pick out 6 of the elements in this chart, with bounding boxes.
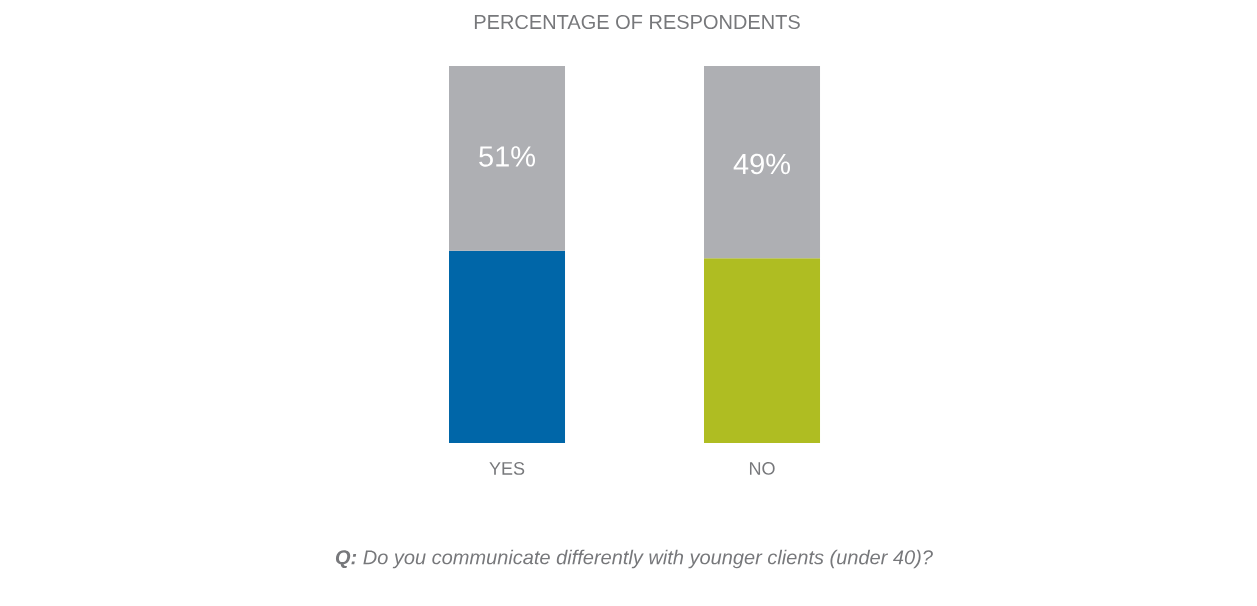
x-tick-label: YES [489, 462, 525, 475]
data-label: 49% [733, 153, 791, 175]
text: Q: Do you communicate differently with younger clients (under 40)? [335, 549, 933, 569]
data-label: 51% [479, 146, 536, 167]
x-tick-label: NO [749, 462, 775, 475]
chart-title: PERCENTAGE OF RESPONDENTS [474, 14, 800, 30]
